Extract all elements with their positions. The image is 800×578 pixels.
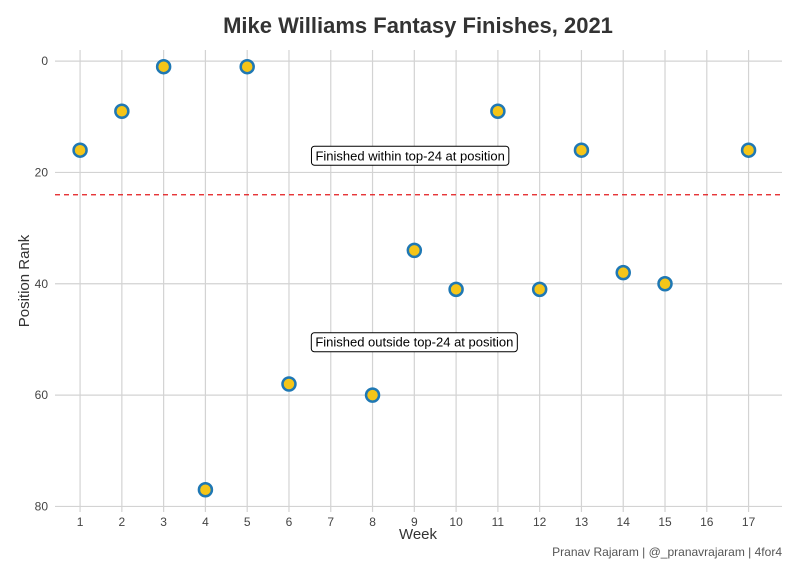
- annotation-box: [310, 332, 518, 353]
- data-point: [531, 281, 548, 298]
- x-tick-label: 7: [327, 515, 334, 529]
- annotation-text: Finished within top-24 at position: [315, 148, 504, 163]
- data-point: [657, 276, 673, 292]
- y-axis-label: Position Rank: [16, 234, 33, 327]
- x-tick-labels: 1 2 3 4 5 6 7 8 9 10 11 12 13 14 15 16 17: [77, 515, 756, 529]
- x-tick-label: 5: [244, 515, 251, 529]
- y-tick-labels: 0 20 40 60 80: [35, 54, 49, 513]
- caption: Pranav Rajaram | @_pranavrajaram | 4for4: [552, 545, 782, 559]
- annotation-label: Finished outside top-24 at position: [310, 332, 518, 353]
- x-tick-label: 14: [617, 515, 631, 529]
- x-tick-label: 6: [286, 515, 293, 529]
- x-tick-label: 16: [700, 515, 714, 529]
- data-point: [114, 103, 130, 119]
- data-point: [155, 58, 172, 75]
- data-point: [448, 281, 464, 298]
- annotation-label: Finished within top-24 at position: [310, 145, 510, 166]
- data-point: [281, 376, 297, 392]
- data-points: [72, 58, 757, 498]
- data-point: [573, 142, 590, 158]
- data-point: [72, 142, 88, 158]
- chart-title: Mike Williams Fantasy Finishes, 2021: [223, 13, 613, 38]
- x-tick-label: 10: [449, 515, 463, 529]
- x-tick-label: 4: [202, 515, 209, 529]
- data-point: [239, 58, 255, 75]
- data-point: [740, 142, 757, 158]
- y-tick-label: 40: [35, 277, 49, 291]
- data-point: [197, 481, 214, 498]
- data-point: [615, 264, 631, 281]
- annotations: Finished within top-24 at position Finish…: [310, 145, 518, 353]
- x-tick-label: 13: [575, 515, 589, 529]
- x-tick-label: 1: [77, 515, 84, 529]
- annotation-text: Finished outside top-24 at position: [315, 335, 513, 350]
- y-tick-label: 80: [35, 499, 49, 513]
- annotation-box: [310, 145, 510, 166]
- data-point: [364, 387, 381, 403]
- x-tick-label: 12: [533, 515, 547, 529]
- data-point: [406, 242, 423, 259]
- x-tick-label: 17: [742, 515, 756, 529]
- y-tick-label: 20: [35, 165, 49, 179]
- x-tick-label: 8: [369, 515, 376, 529]
- x-tick-label: 3: [160, 515, 167, 529]
- y-tick-label: 60: [35, 388, 49, 402]
- x-tick-label: 11: [492, 515, 505, 529]
- x-tick-label: 9: [411, 515, 418, 529]
- x-tick-label: 15: [658, 515, 672, 529]
- y-tick-label: 0: [41, 54, 48, 68]
- data-point: [490, 103, 506, 119]
- grid: [55, 50, 782, 512]
- x-axis-label: Week: [399, 526, 438, 543]
- x-tick-label: 2: [119, 515, 126, 529]
